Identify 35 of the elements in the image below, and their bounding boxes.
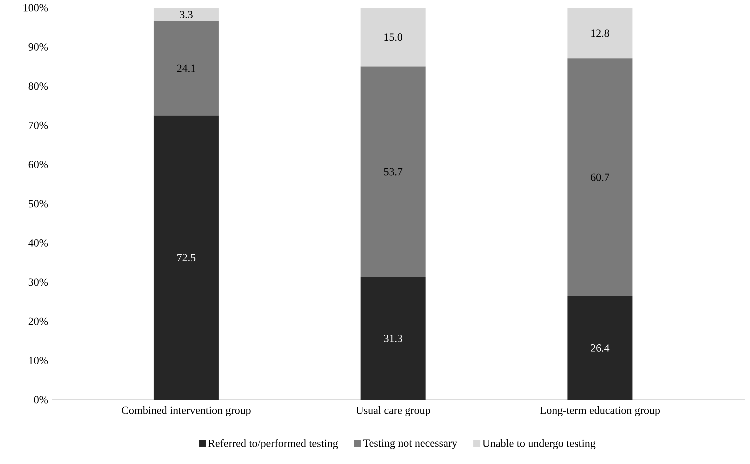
bar — [360, 66, 426, 278]
y-tick-label: 80% — [28, 82, 48, 90]
data-label: 24.1 — [177, 64, 196, 72]
bar — [360, 8, 426, 67]
y-tick-label: 40% — [28, 239, 48, 247]
y-tick-label: 30% — [28, 278, 48, 286]
data-label: 53.7 — [384, 168, 403, 176]
data-label: 26.4 — [591, 344, 610, 352]
bar — [568, 8, 633, 59]
bar — [360, 277, 426, 400]
legend-label: Testing not necessary — [364, 440, 458, 450]
data-label: 3.3 — [180, 11, 193, 19]
legend-label: Referred to/performed testing — [208, 439, 338, 450]
y-tick-label: 60% — [28, 161, 48, 169]
y-tick-label: 10% — [29, 357, 48, 365]
data-label: 72.5 — [178, 254, 196, 262]
bar — [568, 58, 633, 297]
y-tick-label: 70% — [29, 122, 48, 130]
y-tick-label: 100% — [24, 4, 48, 12]
data-label: 60.7 — [591, 174, 610, 182]
data-label: 31.3 — [384, 334, 402, 342]
bar — [154, 116, 219, 400]
y-tick-label: 50% — [29, 200, 48, 208]
x-tick-label: Combined intervention group — [122, 406, 251, 416]
data-label: 15.0 — [384, 34, 403, 42]
bar — [568, 296, 633, 400]
y-tick-label: 0% — [34, 396, 48, 404]
legend-label: Unable to undergo testing — [482, 440, 596, 450]
x-tick-label: Long-term education group — [540, 406, 660, 416]
y-tick-label: 20% — [28, 318, 48, 326]
y-tick-label: 90% — [28, 43, 48, 51]
x-tick-label: Usual care group — [356, 406, 430, 416]
bar — [154, 8, 219, 22]
data-label: 12.8 — [592, 30, 610, 38]
bar — [154, 21, 219, 116]
